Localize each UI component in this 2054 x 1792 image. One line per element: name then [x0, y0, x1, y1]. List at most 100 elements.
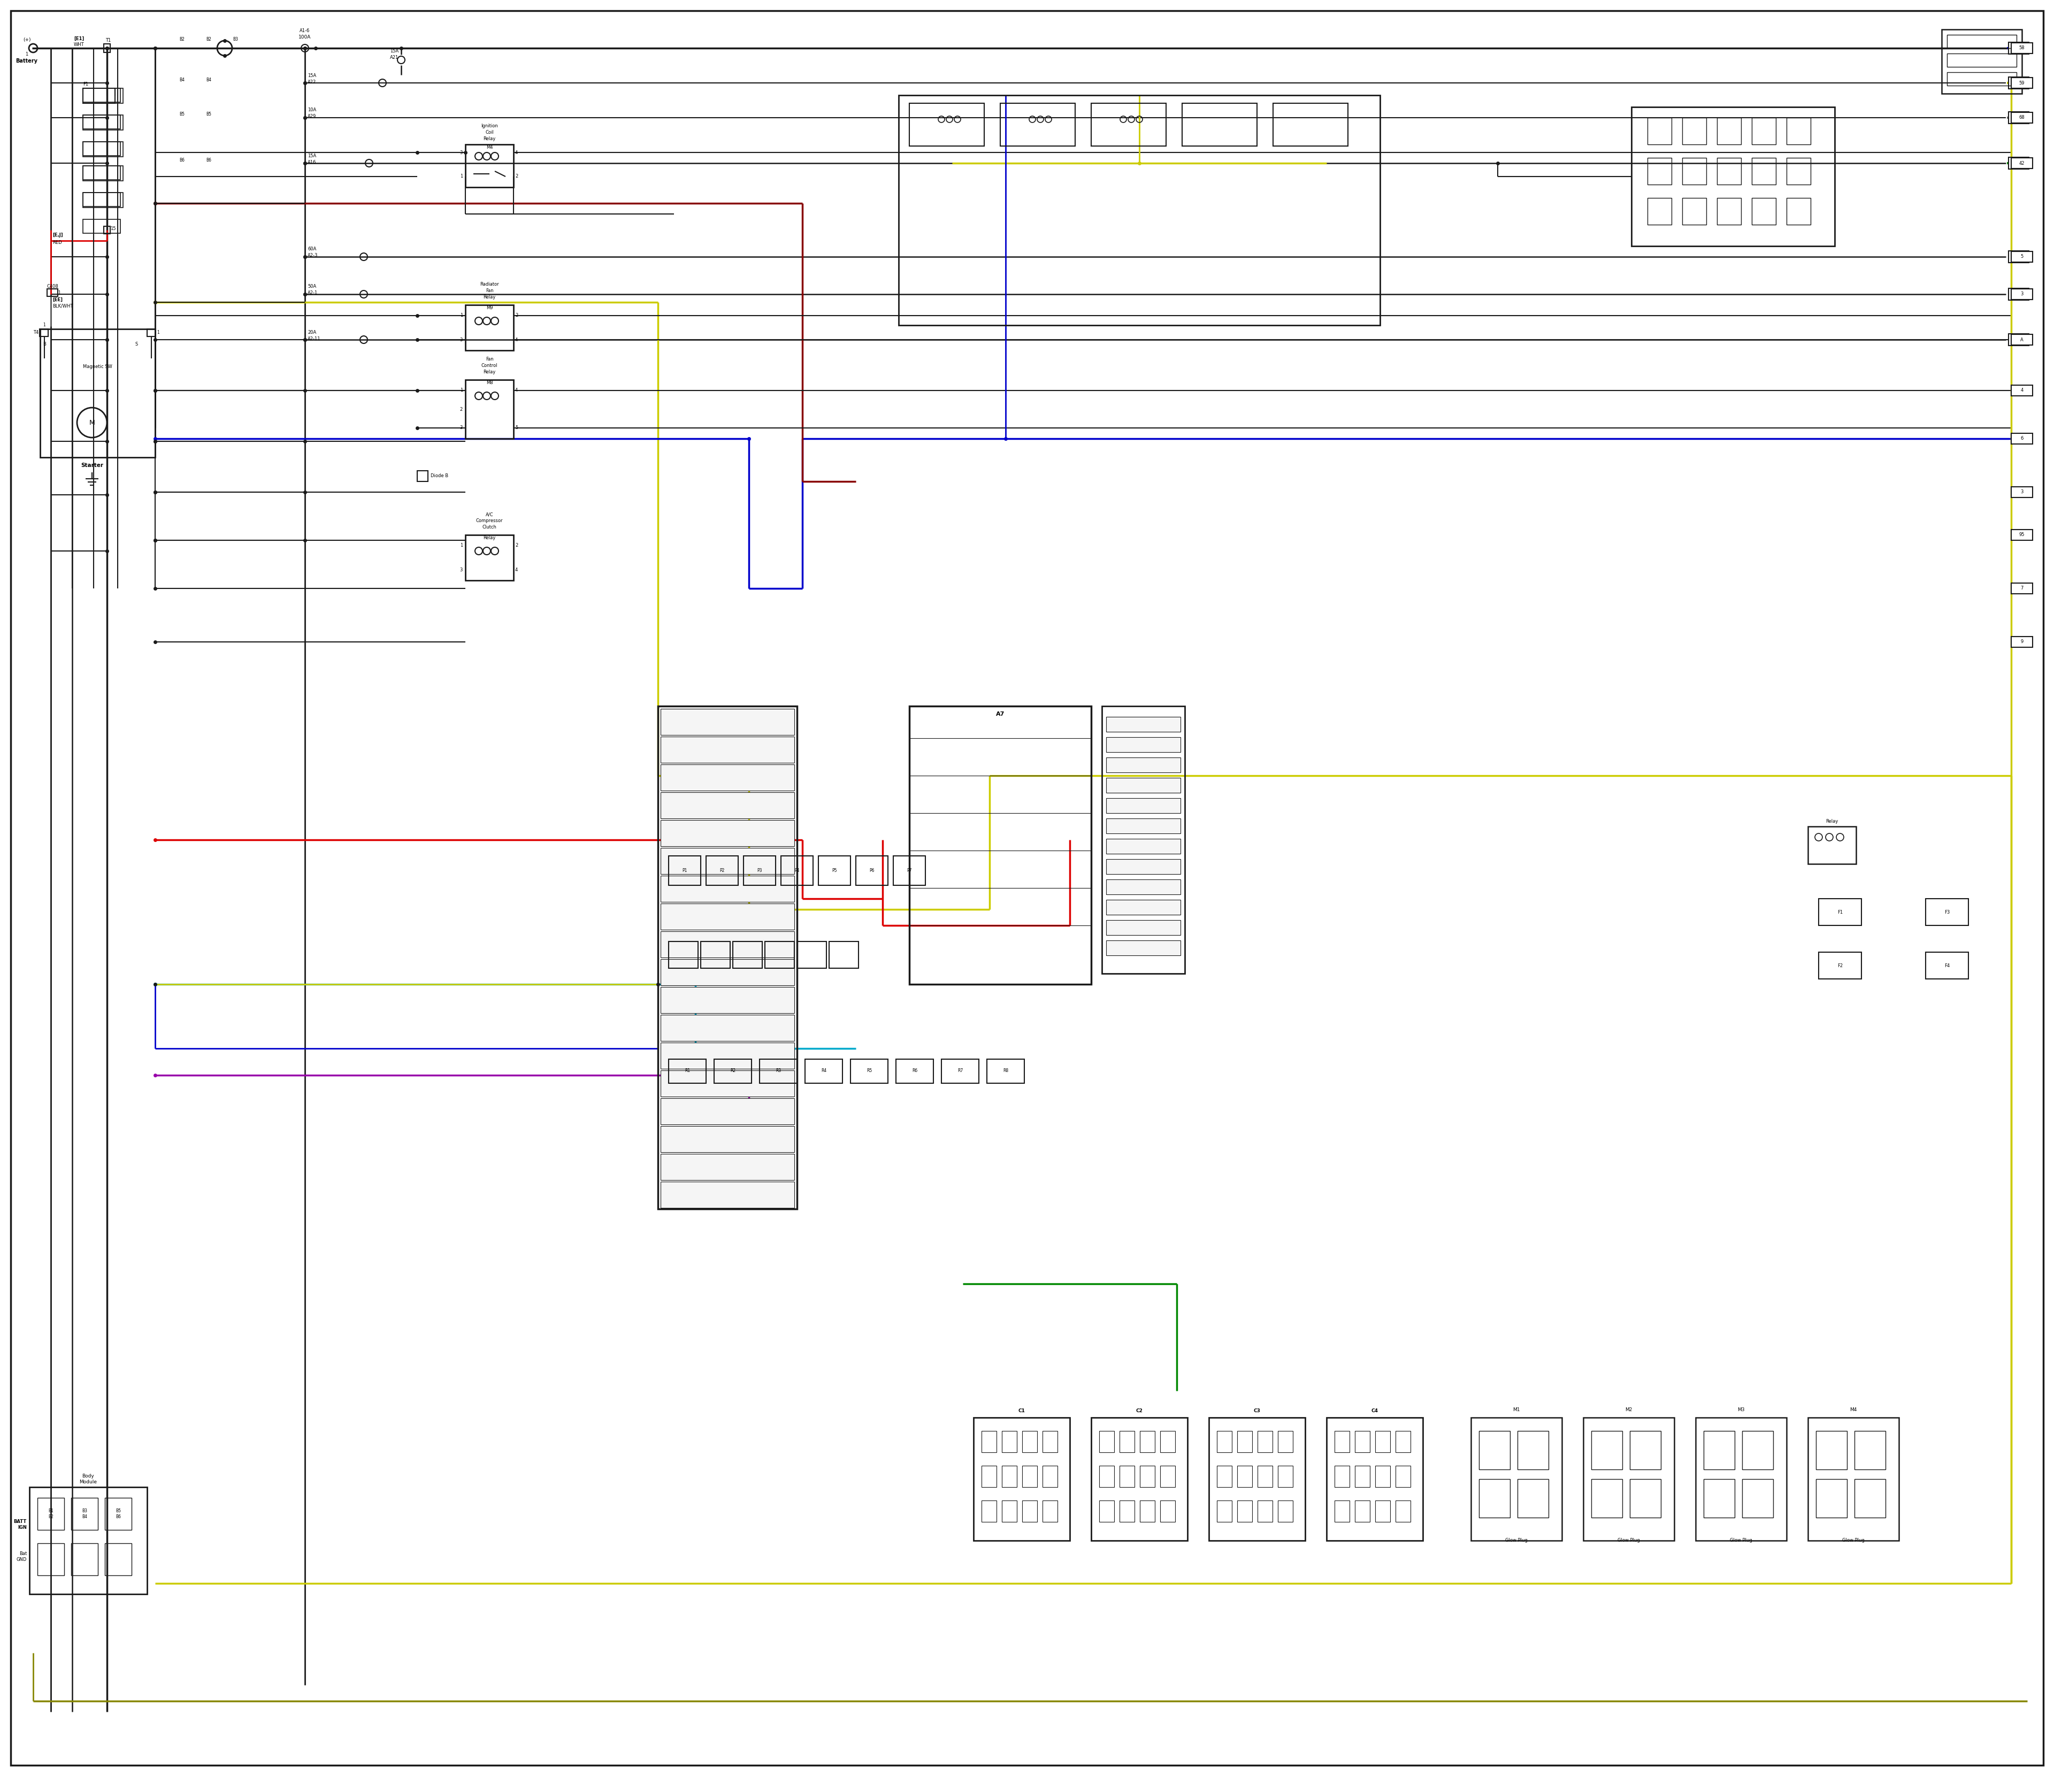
Text: Glow Plug: Glow Plug [1506, 1538, 1528, 1543]
Bar [1257, 1432, 1273, 1452]
Text: P6: P6 [869, 867, 875, 873]
Bar [1107, 778, 1181, 792]
Bar [670, 1059, 707, 1082]
Bar [148, 330, 156, 337]
Text: M4: M4 [1851, 1407, 1857, 1412]
Bar [1002, 1466, 1017, 1487]
Text: P7: P7 [906, 867, 912, 873]
Bar [1278, 1466, 1292, 1487]
Bar [670, 941, 698, 968]
Text: B6: B6 [179, 158, 185, 163]
Bar [733, 941, 762, 968]
Bar [744, 857, 776, 885]
Text: 4: 4 [2021, 389, 2023, 392]
Text: M2: M2 [1625, 1407, 1633, 1412]
Text: Coil: Coil [485, 129, 493, 134]
Bar [707, 857, 737, 885]
Bar [1752, 197, 1777, 224]
Bar [105, 226, 111, 233]
Text: 4: 4 [516, 337, 518, 342]
Text: R7: R7 [957, 1068, 963, 1073]
Bar [1717, 158, 1742, 185]
Text: M3: M3 [1738, 1407, 1744, 1412]
Text: BLK/WHT: BLK/WHT [53, 303, 74, 308]
Bar [857, 857, 887, 885]
Text: 1: 1 [460, 389, 462, 392]
Text: RED: RED [53, 240, 62, 246]
Text: Bat
GND: Bat GND [16, 1552, 27, 1563]
Text: S: S [136, 342, 138, 346]
Bar [661, 710, 795, 735]
Text: M9: M9 [487, 305, 493, 310]
Bar [1107, 941, 1181, 955]
Bar [910, 104, 984, 145]
Bar [1101, 706, 1185, 973]
Bar [1787, 158, 1812, 185]
Text: 4: 4 [516, 568, 518, 572]
Bar [37, 1543, 64, 1575]
Bar [986, 1059, 1025, 1082]
Text: Starter: Starter [80, 462, 103, 468]
Bar [1703, 1432, 1736, 1469]
Bar [1278, 1432, 1292, 1452]
Bar [2011, 434, 2033, 444]
Text: B: B [43, 342, 45, 346]
Text: A7: A7 [996, 711, 1004, 717]
Bar [1356, 1432, 1370, 1452]
Bar [1043, 1500, 1058, 1521]
Bar [661, 1098, 795, 1124]
Bar [805, 1059, 842, 1082]
Text: A2-11: A2-11 [308, 337, 320, 340]
Bar [29, 1487, 148, 1595]
Bar [1327, 1417, 1423, 1541]
Bar [661, 932, 795, 957]
Text: R8: R8 [1002, 1068, 1009, 1073]
Bar [1183, 104, 1257, 145]
Bar [1099, 1500, 1113, 1521]
Text: B2: B2 [205, 38, 212, 41]
Text: C4: C4 [1372, 1409, 1378, 1414]
Text: 3: 3 [2021, 292, 2023, 297]
Bar [1107, 717, 1181, 731]
Text: R2: R2 [729, 1068, 735, 1073]
Bar [2009, 158, 2029, 168]
Bar [910, 706, 1091, 984]
Bar [1479, 1432, 1510, 1469]
Bar [1697, 1417, 1787, 1541]
Text: Diode B: Diode B [431, 473, 448, 478]
Text: Relay: Relay [483, 296, 495, 299]
Bar [1140, 1500, 1154, 1521]
Text: 15: 15 [111, 226, 115, 231]
Text: 3: 3 [460, 568, 462, 572]
Text: T1: T1 [105, 38, 111, 43]
Bar [1787, 197, 1812, 224]
Text: B5
B6: B5 B6 [115, 1509, 121, 1520]
Bar [1335, 1500, 1349, 1521]
Text: Radiator: Radiator [481, 281, 499, 287]
Text: 3: 3 [460, 337, 462, 342]
Text: 2: 2 [516, 314, 518, 317]
Text: B5: B5 [179, 113, 185, 116]
Text: Glow Plug: Glow Plug [1842, 1538, 1865, 1543]
Bar [1947, 34, 2017, 48]
Bar [661, 959, 795, 986]
Bar [82, 219, 121, 233]
Bar [1629, 1478, 1662, 1518]
Text: R6: R6 [912, 1068, 918, 1073]
Bar [1816, 1478, 1847, 1518]
Bar [1002, 1432, 1017, 1452]
Bar [1787, 118, 1812, 145]
Text: 2: 2 [516, 174, 518, 179]
Text: B3: B3 [232, 38, 238, 41]
Bar [657, 706, 797, 1210]
Text: 5: 5 [516, 425, 518, 430]
Bar [1091, 104, 1167, 145]
Bar [2009, 111, 2029, 124]
Text: B1
B2: B1 B2 [47, 1509, 53, 1520]
Bar [1818, 898, 1861, 925]
Text: 100A: 100A [298, 36, 310, 39]
Text: 5: 5 [2021, 254, 2023, 260]
Bar [850, 1059, 887, 1082]
Text: P3: P3 [758, 867, 762, 873]
Bar [830, 941, 859, 968]
